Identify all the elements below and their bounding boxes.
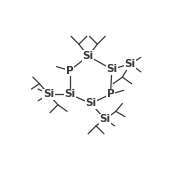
Text: Si: Si (64, 89, 75, 99)
Text: Si: Si (43, 89, 54, 99)
Text: Si: Si (83, 51, 94, 61)
Text: Si: Si (85, 98, 96, 108)
Text: Si: Si (100, 114, 111, 124)
Text: Si: Si (125, 59, 136, 69)
Text: P: P (107, 89, 114, 99)
Text: Si: Si (106, 64, 117, 74)
Text: P: P (66, 65, 73, 76)
